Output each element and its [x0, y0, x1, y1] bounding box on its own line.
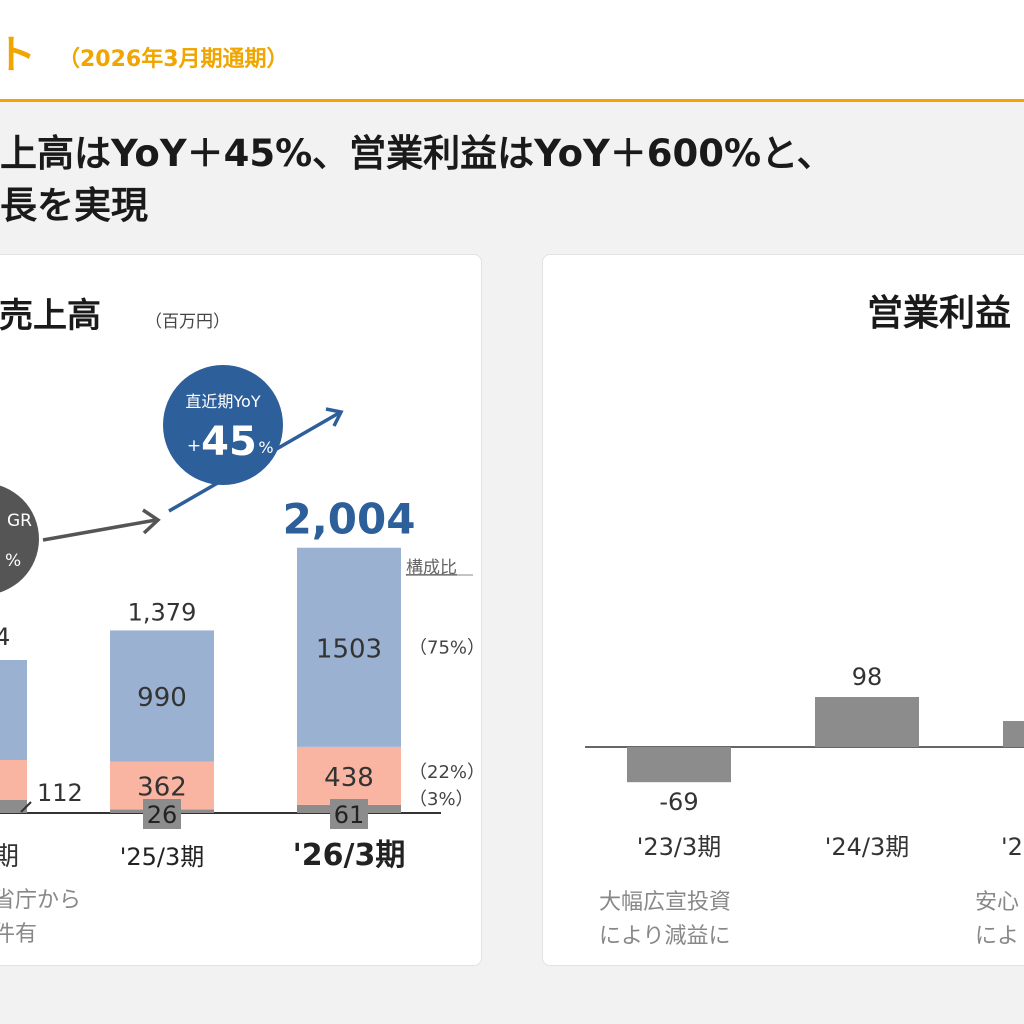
- total-label: 1,379: [128, 598, 197, 626]
- yoy-label: 直近期YoY: [185, 392, 260, 411]
- revenue-footnote-line-1: 省庁から: [0, 888, 81, 913]
- revenue-title: 売上高: [0, 296, 101, 336]
- yoy-value: 45: [201, 419, 257, 465]
- profit-panel: 営業利益 -69 '23/3期 98 '24/3期 '2 大幅広宣投資 により減益に 安心によ: [542, 254, 1024, 966]
- segment-value-label: 990: [137, 683, 187, 713]
- headline: 上高はYoY＋45%、営業利益はYoY＋600%と、 長を実現: [0, 128, 1020, 232]
- bar-partial-small: [0, 800, 27, 813]
- segment-value-label: 362: [137, 773, 187, 803]
- profit-category-label: '23/3期: [637, 833, 722, 861]
- share-label: （22%）: [409, 762, 481, 783]
- yoy-unit: %: [258, 438, 273, 457]
- cagr-label: GR: [7, 511, 32, 531]
- cagr-badge: GR %: [0, 485, 39, 593]
- profit-bar-partial: [1003, 721, 1024, 747]
- revenue-panel: 売上高 （百万円） GR % 直近期YoY + 45 % 構成比 4 112 期 99…: [0, 254, 482, 966]
- segment-value-label: 26: [147, 801, 178, 829]
- header-divider: [0, 99, 1024, 102]
- profit-bar: [815, 697, 919, 747]
- category-label: '25/3期: [120, 843, 205, 871]
- profit-value-label: 98: [852, 663, 883, 691]
- profit-value-label: -69: [659, 788, 698, 816]
- bar-partial-mid: [0, 760, 27, 800]
- profit-category-label-partial: '2: [1001, 833, 1023, 861]
- category-label-partial: 期: [0, 842, 19, 872]
- total-label-partial: 4: [0, 623, 10, 651]
- segment-value-label: 438: [324, 763, 374, 793]
- segment-value-label: 61: [334, 801, 365, 829]
- cagr-unit: %: [5, 551, 21, 571]
- profit-bar: [627, 747, 731, 783]
- profit-footnote-line: によ: [975, 924, 1019, 949]
- profit-title: 営業利益: [867, 293, 1011, 334]
- share-label: （75%）: [409, 637, 481, 658]
- revenue-chart: 売上高 （百万円） GR % 直近期YoY + 45 % 構成比 4 112 期 99…: [0, 296, 481, 947]
- slide-period: （2026年3月期通期）: [58, 47, 289, 72]
- composition-label: 構成比: [406, 558, 457, 578]
- revenue-footnote-line-2: 件有: [0, 922, 37, 947]
- revenue-unit: （百万円）: [145, 312, 230, 332]
- share-label: （3%）: [409, 789, 474, 810]
- category-label: '26/3期: [293, 838, 406, 873]
- bar-partial-main: [0, 660, 27, 760]
- headline-line-1: 上高はYoY＋45%、営業利益はYoY＋600%と、: [0, 132, 834, 175]
- headline-line-2: 長を実現: [0, 184, 148, 227]
- yoy-badge: 直近期YoY + 45 %: [163, 365, 283, 485]
- profit-footnote-line: 安心: [975, 890, 1019, 915]
- segment-value-label: 1503: [316, 634, 382, 664]
- slide-header: ト （2026年3月期通期）: [0, 0, 1024, 102]
- segment-label-partial: 112: [37, 779, 83, 807]
- small-value-box: [330, 799, 368, 829]
- bar-segment: [110, 630, 214, 762]
- bar-segment: [297, 746, 401, 805]
- bar-segment: [297, 547, 401, 747]
- profit-category-label: '24/3期: [825, 833, 910, 861]
- profit-footnote-line: 大幅広宣投資: [599, 890, 731, 915]
- leader-line: [20, 801, 32, 813]
- profit-footnote-line: により減益に: [599, 924, 731, 949]
- yoy-prefix: +: [187, 436, 201, 456]
- small-value-box: [143, 799, 181, 829]
- slide-title: ト: [0, 32, 36, 78]
- total-label: 2,004: [283, 495, 416, 544]
